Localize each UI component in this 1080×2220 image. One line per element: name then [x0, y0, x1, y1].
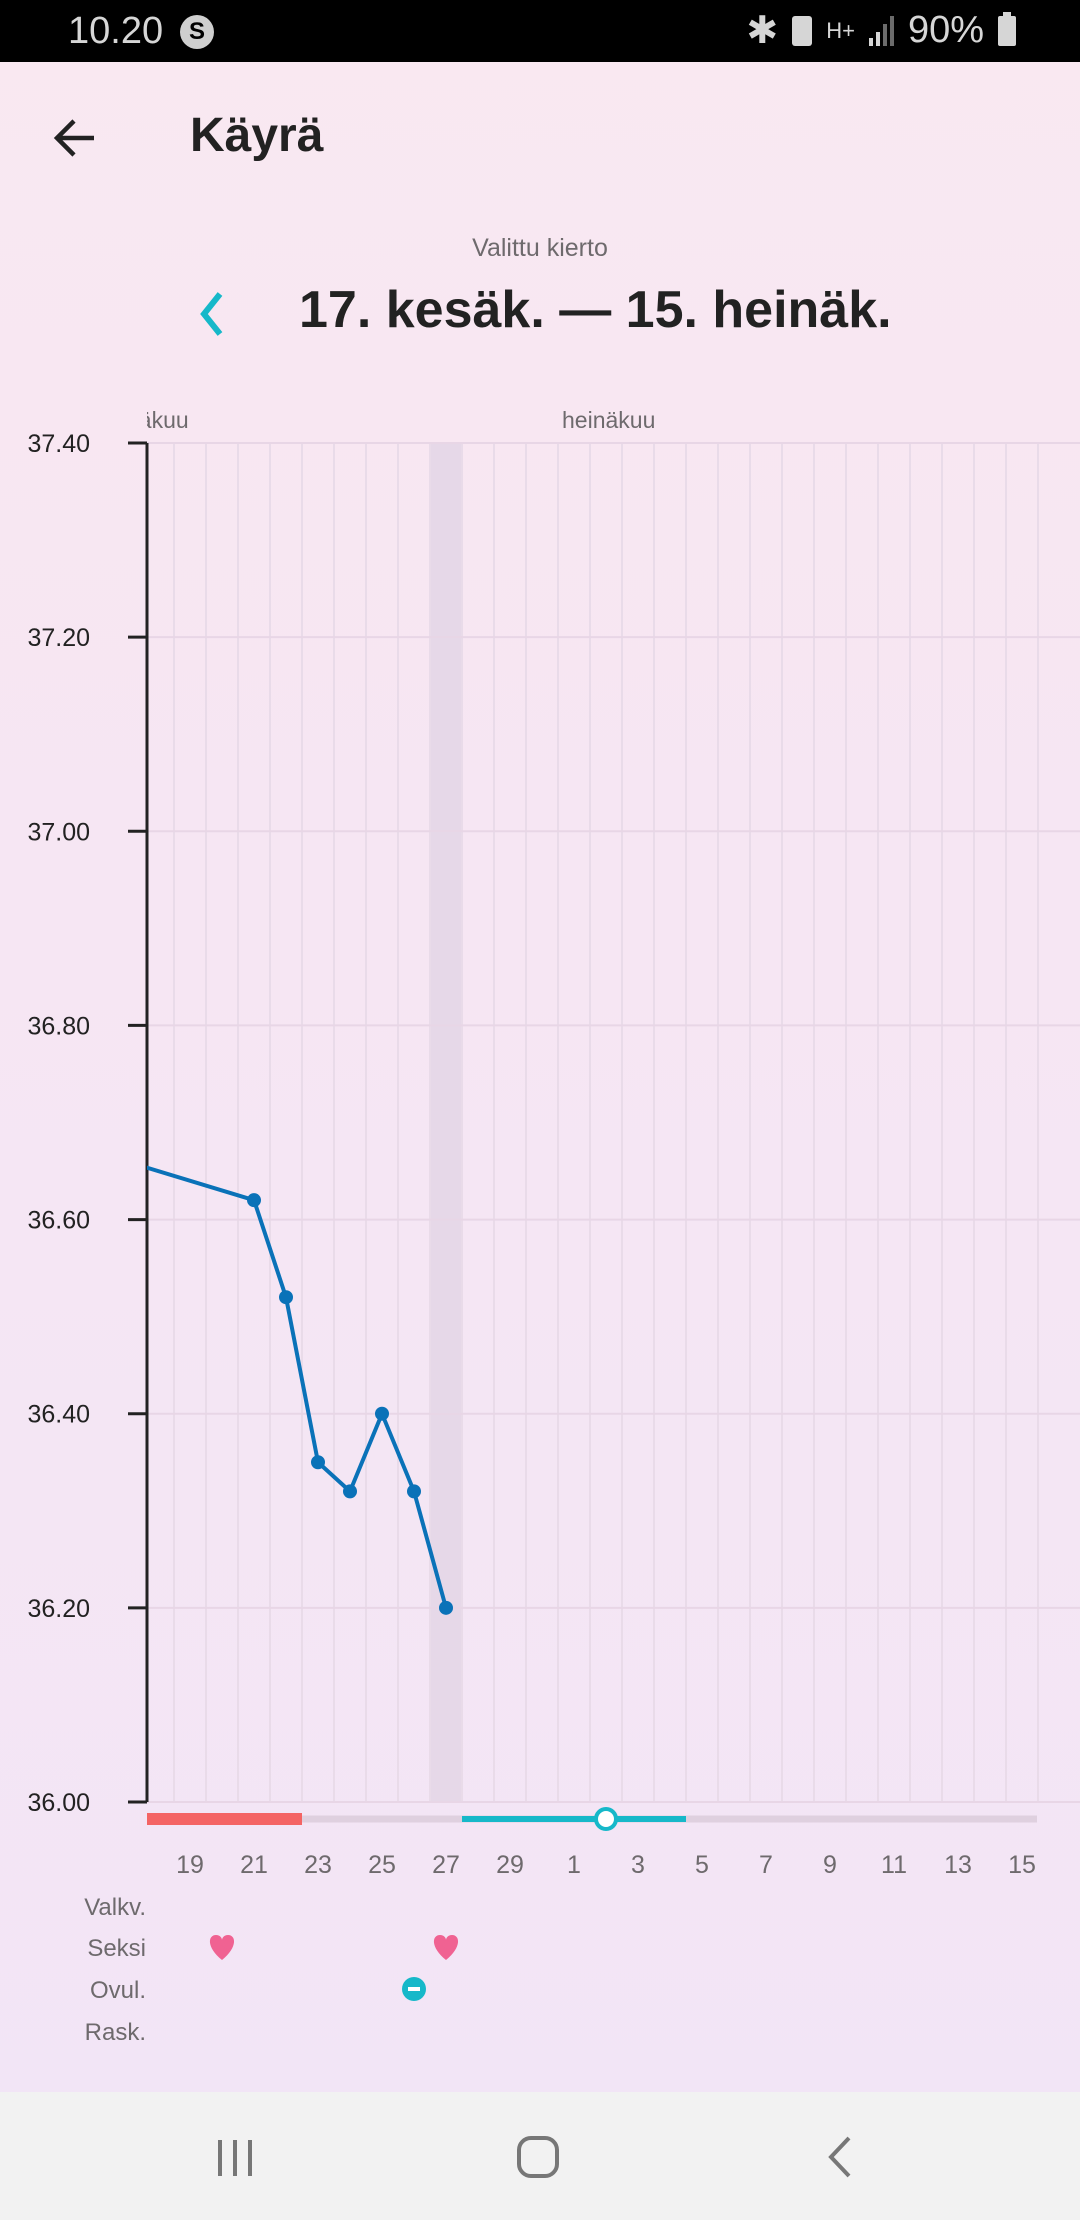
page-title: Käyrä	[190, 109, 324, 162]
ovulation-icon-dash	[408, 1987, 420, 1991]
status-bar: 10.20 S ✱ H+ 90%	[0, 0, 1080, 62]
period-bar	[147, 1813, 302, 1825]
x-tick-label: 9	[823, 1851, 837, 1879]
x-tick-label: 19	[176, 1851, 204, 1879]
temperature-point	[439, 1600, 453, 1615]
month-label: kesäkuu	[103, 407, 189, 433]
back-nav-icon[interactable]	[805, 2122, 875, 2192]
temperature-point	[343, 1484, 357, 1499]
x-tick-label: 15	[1008, 1851, 1036, 1879]
y-tick-label: 37.00	[27, 818, 90, 846]
temperature-point	[119, 1154, 133, 1168]
y-tick-label: 36.80	[27, 1012, 90, 1040]
y-tick-label: 37.20	[27, 624, 90, 652]
recent-apps-icon[interactable]	[200, 2122, 270, 2192]
x-tick-label: 21	[240, 1851, 268, 1879]
heart-icon	[433, 1935, 459, 1960]
temperature-point	[279, 1290, 293, 1305]
battery-percent: 90%	[907, 9, 984, 51]
signal-icon	[868, 15, 894, 46]
row-label: Ovul.	[90, 1977, 146, 2004]
row-label: Seksi	[87, 1935, 146, 1962]
x-tick-label: 3	[631, 1851, 645, 1879]
x-tick-label: 25	[368, 1851, 396, 1879]
temperature-point	[247, 1193, 261, 1208]
x-tick-label: 11	[881, 1851, 907, 1879]
arrow-left-icon[interactable]	[48, 110, 104, 166]
temperature-chart[interactable]: 37.40 37.20 37.00 36.80 36.60 36.40 36.20 36.00…	[0, 0, 1080, 2092]
cycle-label: Valittu kierto	[472, 234, 608, 262]
cycle-date-range: 17. kesäk. — 15. heinäk.	[299, 281, 892, 339]
x-tick-label: 23	[304, 1851, 332, 1879]
month-label: heinäkuu	[562, 407, 655, 433]
x-tick-label: 27	[432, 1851, 460, 1879]
app-notification-icon: S	[180, 15, 214, 49]
chevron-left-icon[interactable]	[190, 284, 234, 344]
home-icon[interactable]	[503, 2122, 573, 2192]
y-tick-label: 36.60	[27, 1207, 90, 1235]
battery-saver-icon	[792, 15, 813, 46]
row-label: Valkv.	[84, 1894, 146, 1921]
y-tick-label: 37.40	[27, 430, 90, 458]
x-tick-label: 29	[496, 1851, 524, 1879]
temperature-point	[375, 1406, 389, 1421]
y-tick-label: 36.20	[27, 1595, 90, 1623]
x-tick-label: 5	[695, 1851, 709, 1879]
temperature-point	[407, 1484, 421, 1499]
series-group	[119, 1154, 453, 1615]
navigation-bar	[0, 2092, 1080, 2220]
y-tick-label: 36.00	[27, 1789, 90, 1817]
temperature-line	[147, 1165, 448, 1609]
bluetooth-icon: ✱	[746, 10, 779, 52]
month-labels: kesäkuu heinäkuu	[103, 407, 655, 433]
x-tick-label: 7	[759, 1851, 773, 1879]
status-time: 10.20	[68, 10, 164, 52]
x-tick-label: 13	[944, 1851, 972, 1879]
highlighted-day-band	[430, 443, 462, 1802]
heart-icon	[209, 1935, 235, 1960]
ovulation-estimate-marker	[594, 1807, 618, 1831]
x-tick-label: 1	[567, 1851, 581, 1879]
temperature-point	[311, 1455, 325, 1470]
network-type-icon: H+	[826, 17, 855, 43]
battery-icon	[998, 11, 1016, 46]
row-label: Rask.	[85, 2019, 146, 2046]
y-tick-label: 36.40	[27, 1401, 90, 1429]
